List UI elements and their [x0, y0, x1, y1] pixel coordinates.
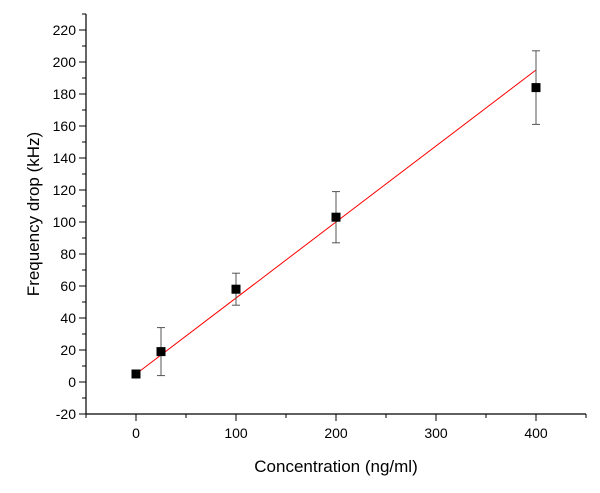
y-tick-label: 140	[53, 150, 77, 166]
y-tick-label: 100	[53, 214, 77, 230]
y-tick-label: 20	[60, 342, 76, 358]
y-tick-label: 180	[53, 86, 77, 102]
x-tick-label: 0	[132, 425, 140, 441]
y-tick-label: 0	[68, 374, 76, 390]
data-point	[331, 212, 341, 222]
data-point	[531, 83, 541, 93]
data-points-layer	[131, 83, 541, 379]
axes: -20 0 20 40 60 80 100 120 140 160 180 200 220 0 100 200…	[53, 13, 587, 441]
data-point	[131, 369, 141, 379]
x-tick-label: 200	[324, 425, 348, 441]
y-tick-label: 80	[60, 246, 76, 262]
y-tick-label: 40	[60, 310, 76, 326]
data-point	[231, 284, 241, 294]
y-tick-label: 60	[60, 278, 76, 294]
x-tick-label: 300	[424, 425, 448, 441]
y-axis-title: Frequency drop (kHz)	[24, 132, 43, 296]
x-tick-label: 400	[524, 425, 548, 441]
data-point	[156, 347, 166, 357]
y-tick-label: -20	[56, 406, 76, 422]
x-tick-label: 100	[224, 425, 248, 441]
y-tick-label: 200	[53, 54, 77, 70]
y-tick-label: 220	[53, 22, 77, 38]
x-axis-title: Concentration (ng/ml)	[254, 457, 417, 476]
y-tick-label: 120	[53, 182, 77, 198]
y-tick-label: 160	[53, 118, 77, 134]
